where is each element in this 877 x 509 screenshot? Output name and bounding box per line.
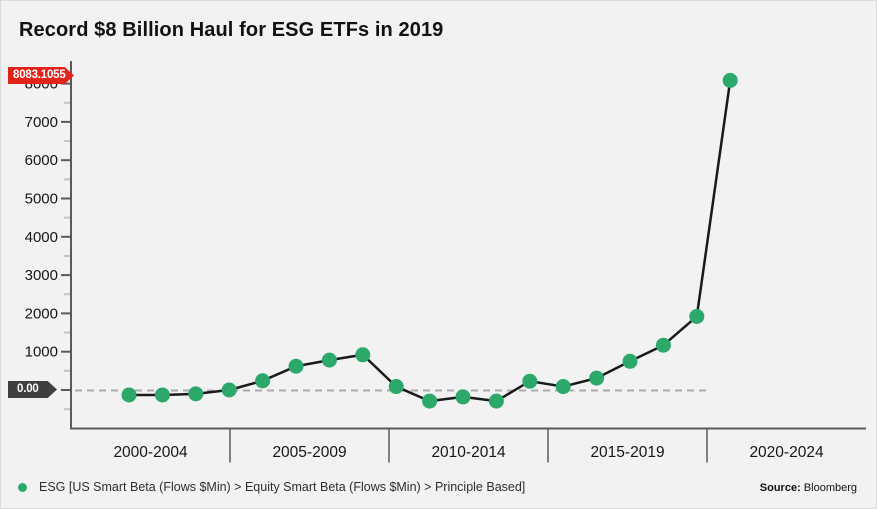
x-axis-tick-label: 2010-2014 (431, 444, 506, 461)
data-point (455, 389, 471, 405)
data-point (121, 387, 137, 403)
source-prefix: Source: (759, 482, 801, 494)
data-point (154, 387, 170, 403)
x-axis-tick-label: 2020-2024 (749, 444, 824, 461)
data-point (221, 382, 237, 398)
y-axis-tick-label: 2000 (25, 305, 58, 322)
series-line (129, 80, 732, 403)
data-point (722, 72, 738, 88)
data-point (288, 358, 304, 374)
zero-line-badge: 0.00 (8, 381, 57, 398)
data-point (655, 337, 671, 353)
data-point (488, 393, 504, 409)
data-point (422, 393, 438, 409)
source-name: Bloomberg (803, 482, 857, 494)
data-point (589, 370, 605, 386)
y-axis-tick-label: 1000 (25, 344, 58, 361)
data-point (522, 373, 538, 389)
y-axis-tick-label: 4000 (25, 229, 58, 246)
x-axis-tick-label: 2005-2009 (272, 444, 346, 461)
x-axis-tick-label: 2015-2019 (590, 444, 664, 461)
data-point (321, 352, 337, 368)
data-point (689, 308, 705, 324)
data-point (255, 373, 271, 389)
last-value-badge: 8083.1055 (8, 67, 74, 84)
x-axis-tick-label: 2000-2004 (113, 444, 188, 461)
y-axis-tick-label: 3000 (25, 267, 58, 284)
data-point (355, 347, 371, 363)
source-attribution: Source: Bloomberg (760, 482, 857, 494)
legend[interactable]: ESG [US Smart Beta (Flows $Min) > Equity… (18, 480, 525, 494)
legend-series-label: ESG [US Smart Beta (Flows $Min) > Equity… (39, 480, 526, 494)
data-point (555, 379, 571, 395)
y-axis-tick-label: 7000 (25, 114, 58, 131)
data-point (388, 379, 404, 395)
legend-series-dot-icon (18, 482, 27, 492)
y-axis-tick-label: 5000 (25, 191, 58, 208)
data-point (188, 386, 204, 402)
chart-title: Record $8 Billion Haul for ESG ETFs in 2… (19, 19, 444, 41)
y-axis-tick-label: 6000 (25, 152, 58, 169)
data-point (622, 353, 638, 369)
